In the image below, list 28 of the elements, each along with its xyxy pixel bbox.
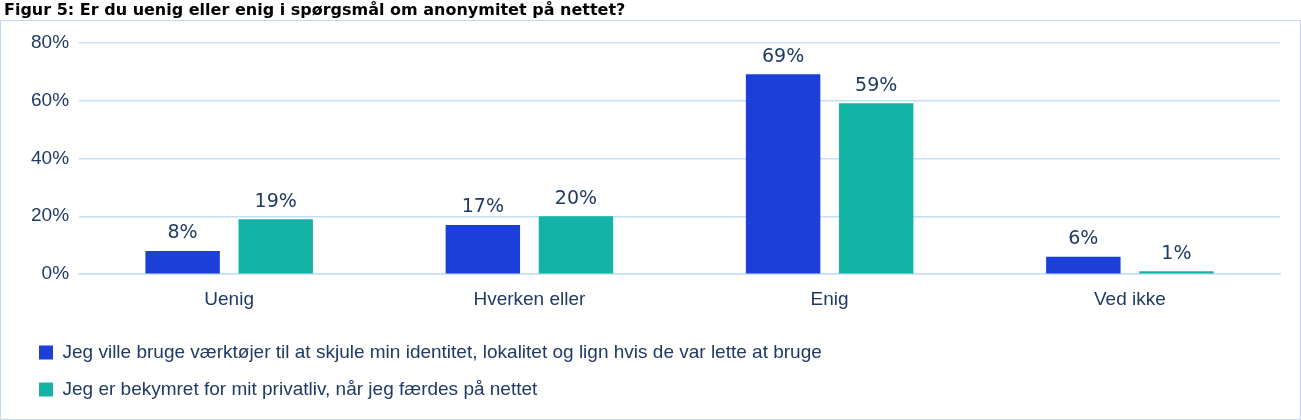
bar — [238, 219, 313, 274]
data-label: 59% — [855, 72, 898, 95]
legend-label: Jeg ville bruge værktøjer til at skjule min identitet, lokalitet og lign hvis de var lette at bruge — [62, 340, 822, 362]
bar — [1139, 271, 1214, 274]
y-tick-label: 80% — [31, 30, 70, 52]
bar — [745, 74, 821, 274]
data-label: 6% — [1068, 226, 1099, 249]
data-label: 1% — [1161, 240, 1192, 263]
data-label: 20% — [554, 185, 598, 208]
y-tick-label: 0% — [41, 262, 70, 284]
bar — [1046, 256, 1121, 274]
data-label: 8% — [167, 220, 198, 243]
bar — [445, 224, 521, 274]
x-tick-label: Enig — [810, 287, 849, 309]
y-tick-label: 20% — [31, 204, 70, 226]
x-tick-label: Ved ikke — [1093, 287, 1166, 309]
data-label: 17% — [461, 194, 504, 217]
y-tick-label: 60% — [31, 88, 70, 110]
data-label: 69% — [761, 43, 805, 66]
bar — [838, 103, 914, 274]
chart-title: Figur 5: Er du uenig eller enig i spørgsmål om anonymitet på nettet? — [3, 0, 627, 20]
x-tick-label: Uenig — [204, 287, 254, 309]
data-label: 19% — [254, 188, 297, 211]
bar — [538, 216, 614, 274]
x-tick-label: Hverken eller — [473, 287, 587, 309]
bar — [145, 251, 220, 274]
y-tick-label: 40% — [31, 146, 70, 168]
legend-label: Jeg er bekymret for mit privatliv, når jeg færdes på nettet — [62, 377, 539, 399]
